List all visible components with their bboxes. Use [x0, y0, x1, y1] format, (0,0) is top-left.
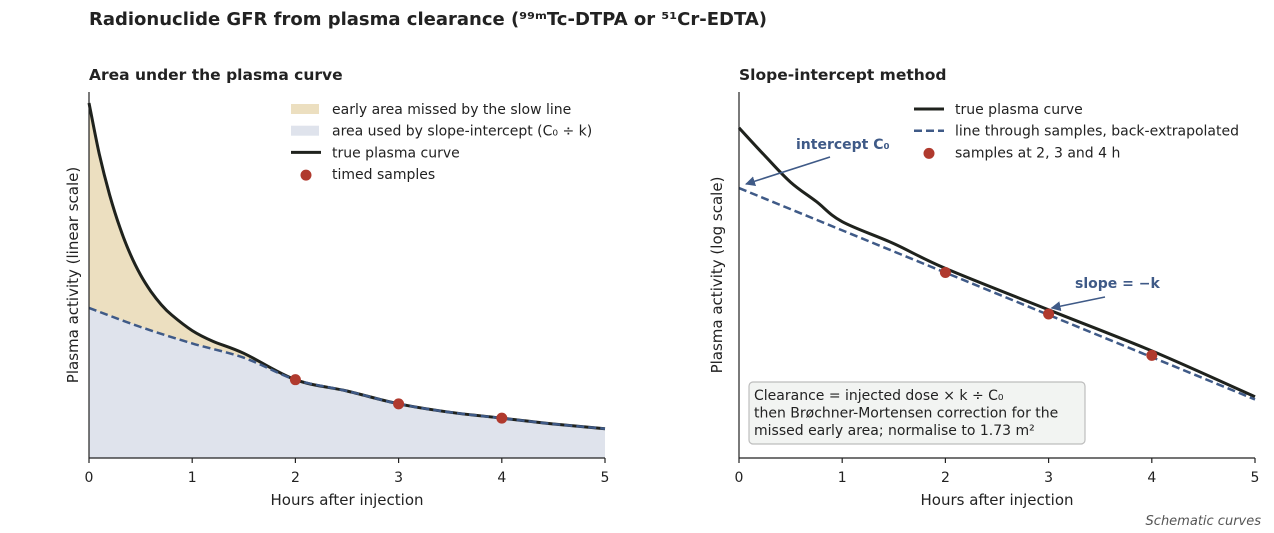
- legend-label: area used by slope-intercept (C₀ ÷ k): [332, 124, 592, 140]
- y-axis-label: Plasma activity (log scale): [708, 177, 726, 374]
- sample-point: [1146, 349, 1158, 361]
- annotations: intercept C₀ slope = −k: [745, 137, 1160, 312]
- x-ticks: 0 1 2 3 4 5: [735, 458, 1260, 486]
- x-tick-label: 3: [1044, 470, 1053, 486]
- figure-title: Radionuclide GFR from plasma clearance (…: [89, 9, 767, 30]
- legend-label: timed samples: [332, 167, 435, 183]
- legend-swatch: [291, 125, 319, 136]
- sample-point: [1043, 308, 1055, 320]
- back-extrapolated-line: [738, 186, 1256, 401]
- chart-slope-intercept: Slope-intercept method 0 1 2 3 4 5 Hours afte…: [708, 66, 1259, 509]
- sample-point: [939, 266, 951, 278]
- y-axis-label: Plasma activity (linear scale): [64, 167, 82, 383]
- note-line: then Brøchner-Mortensen correction for t…: [754, 406, 1058, 422]
- legend: early area missed by the slow line area u…: [291, 102, 592, 183]
- axes: [738, 92, 1255, 459]
- sample-point: [393, 398, 405, 410]
- series-lines: [737, 126, 1256, 401]
- footnote: Schematic curves: [1146, 514, 1262, 529]
- legend-label: true plasma curve: [955, 102, 1083, 118]
- legend-label: true plasma curve: [332, 145, 460, 161]
- x-tick-label: 1: [188, 470, 197, 486]
- note-line: missed early area; normalise to 1.73 m²: [754, 423, 1035, 439]
- slope-intercept-line: [88, 306, 606, 430]
- annotation-slope-label: slope = −k: [1075, 276, 1160, 292]
- chart-title: Area under the plasma curve: [89, 66, 343, 84]
- sample-points: [289, 374, 508, 424]
- legend-swatch: [291, 104, 319, 114]
- x-tick-label: 0: [735, 470, 744, 486]
- annotation-intercept-label: intercept C₀: [796, 137, 890, 153]
- x-axis-label: Hours after injection: [270, 491, 423, 509]
- series-lines: [87, 102, 606, 431]
- x-tick-label: 1: [838, 470, 847, 486]
- legend: true plasma curve line through samples, b…: [914, 102, 1239, 161]
- true-plasma-curve: [737, 126, 1256, 399]
- legend-label: samples at 2, 3 and 4 h: [955, 145, 1120, 161]
- x-tick-label: 3: [394, 470, 403, 486]
- annotation-slope-arrow: [1050, 296, 1106, 312]
- slope-intercept-area: [89, 307, 605, 458]
- filled-areas: [89, 103, 605, 458]
- x-tick-label: 4: [497, 470, 506, 486]
- legend-swatch: [300, 169, 312, 181]
- sample-points: [939, 266, 1158, 361]
- legend-label: early area missed by the slow line: [332, 102, 571, 118]
- sample-point: [289, 374, 301, 386]
- x-tick-label: 2: [291, 470, 300, 486]
- x-tick-label: 5: [601, 470, 610, 486]
- legend-swatch: [923, 147, 935, 159]
- note-line: Clearance = injected dose × k ÷ C₀: [754, 388, 1004, 404]
- x-tick-label: 0: [85, 470, 94, 486]
- x-ticks: 0 1 2 3 4 5: [85, 458, 610, 486]
- x-tick-label: 2: [941, 470, 950, 486]
- early-missed-area: [89, 103, 605, 429]
- x-tick-label: 5: [1251, 470, 1260, 486]
- legend-label: line through samples, back-extrapolated: [955, 124, 1239, 140]
- chart-area-under-curve: Area under the plasma curve 0 1 2 3 4 5 Hours…: [64, 66, 609, 509]
- x-axis-label: Hours after injection: [920, 491, 1073, 509]
- x-tick-label: 4: [1147, 470, 1156, 486]
- chart-title: Slope-intercept method: [739, 66, 947, 84]
- note-box-frame: [748, 381, 1086, 445]
- axes: [88, 92, 605, 459]
- sample-point: [496, 412, 508, 424]
- annotation-intercept-arrow: [745, 156, 831, 187]
- formula-note-box: Clearance = injected dose × k ÷ C₀ then B…: [748, 381, 1086, 445]
